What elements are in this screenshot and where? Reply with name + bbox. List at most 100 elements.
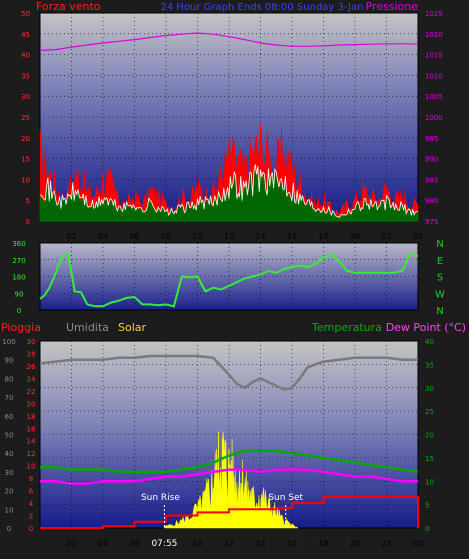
rain-y-tick: 4 (29, 500, 34, 508)
compass-label: W (435, 289, 445, 300)
humidity-y-tick: 90 (5, 357, 14, 365)
rain-y-tick: 30 (27, 338, 36, 346)
humidity-y-tick: 70 (5, 394, 14, 402)
rain-y-tick: 24 (27, 375, 36, 383)
pressure-y-tick: 1015 (425, 52, 443, 60)
pressure-y-tick: 1000 (425, 114, 443, 122)
grid-lines (40, 12, 419, 529)
temperature-y-tick: 0 (425, 525, 429, 533)
pressure-y-tick: 980 (425, 197, 438, 205)
wind-y-tick: 20 (21, 135, 30, 143)
wind-y-tick: 5 (26, 197, 30, 205)
dewpoint-line (40, 468, 418, 485)
rain-y-tick: 20 (27, 400, 36, 408)
temperature-y-tick: 20 (425, 432, 434, 440)
sunset-label: Sun Set (268, 493, 303, 503)
wind-y-tick: 45 (21, 31, 30, 39)
wind-y-tick: 40 (21, 52, 30, 60)
wind-x-tick: 18 (318, 232, 328, 241)
rain-y-tick: 18 (27, 413, 36, 421)
graph-period-title: 24 Hour Graph Ends 08:00 Sunday 3-Jan (161, 2, 364, 13)
temperature-y-tick: 5 (425, 502, 429, 510)
dewpoint-label: Dew Point (°C) (386, 321, 466, 334)
temperature-y-tick: 10 (425, 478, 434, 486)
weather-x-tick: 06 (129, 539, 139, 548)
rain-y-tick: 28 (27, 350, 36, 358)
direction-y-tick: 180 (12, 274, 25, 282)
weather-series (39, 354, 419, 529)
weather-x-tick: 16 (287, 539, 297, 548)
pressure-y-tick: 985 (425, 176, 438, 184)
rain-y-tick: 8 (29, 475, 33, 483)
humidity-y-tick: 40 (5, 450, 14, 458)
wind-y-tick: 15 (21, 156, 30, 164)
pressure-y-tick: 995 (425, 135, 438, 143)
direction-panel-bg (39, 242, 419, 311)
weather-x-tick: 14 (255, 539, 265, 548)
temperature-label: Temperatura (311, 321, 382, 334)
humidity-y-tick: 100 (2, 338, 15, 346)
compass-label: N (436, 306, 443, 317)
wind-avg-line (39, 164, 419, 219)
compass-label: E (437, 256, 443, 267)
wind-x-tick: 10 (192, 232, 202, 241)
humidity-y-tick: 30 (5, 469, 14, 477)
compass-label: N (436, 239, 443, 250)
weather-x-tick: 04 (98, 539, 108, 548)
wind-y-tick: 10 (21, 176, 30, 184)
rain-y-tick: 6 (29, 488, 34, 496)
direction-y-tick: 360 (12, 240, 25, 248)
rain-y-tick: 10 (27, 463, 36, 471)
humidity-y-tick: 20 (5, 488, 14, 496)
weather-x-tick: 02 (66, 539, 76, 548)
compass-label: S (437, 273, 443, 284)
wind-y-tick: 50 (21, 10, 30, 18)
wind-x-tick: 16 (287, 232, 297, 241)
temperature-y-tick: 35 (425, 361, 434, 369)
wind-y-tick: 30 (21, 93, 30, 101)
pressure-y-tick: 1025 (425, 10, 443, 18)
pressure-line (39, 32, 419, 51)
weather-x-tick: 22 (381, 539, 391, 548)
temperature-y-tick: 40 (425, 338, 434, 346)
wind-gust-area (39, 123, 419, 222)
rain-y-tick: 22 (27, 388, 36, 396)
wind-y-tick: 35 (21, 72, 30, 80)
solar-label: Solar (118, 321, 147, 334)
rain-y-tick: 2 (29, 513, 33, 521)
rain-y-tick: 12 (27, 450, 36, 458)
humidity-y-tick: 60 (5, 413, 14, 421)
pressure-y-tick: 1005 (425, 93, 443, 101)
temperature-y-tick: 15 (425, 455, 434, 463)
humidity-y-tick: 50 (5, 432, 14, 440)
weather-x-tick: 12 (224, 539, 234, 548)
rain-y-tick: 0 (29, 525, 33, 533)
wind-direction-line (39, 252, 419, 308)
sunrise-time: 07:55 (151, 539, 177, 549)
rain-line (40, 495, 419, 529)
direction-series (39, 252, 419, 308)
rain-y-tick: 14 (27, 438, 36, 446)
pressure-y-tick: 1010 (425, 72, 443, 80)
wind-x-tick: 00 (413, 232, 423, 241)
humidity-y-tick: 0 (7, 525, 11, 533)
tick-labels: 0510152025303540455097598098599099510001… (2, 10, 445, 548)
pressure-y-tick: 990 (425, 156, 438, 164)
direction-y-tick: 0 (17, 307, 21, 315)
humidity-y-tick: 10 (5, 506, 14, 514)
weather-x-tick: 20 (350, 539, 360, 548)
wind-axis-title: Forza vento (36, 0, 101, 13)
wind-x-tick: 14 (255, 232, 265, 241)
wind-x-tick: 12 (224, 232, 234, 241)
rain-y-tick: 26 (27, 363, 36, 371)
wind-x-tick: 04 (98, 232, 108, 241)
temperature-line (40, 449, 419, 474)
weather-x-tick: 10 (192, 539, 202, 548)
wind-x-tick: 20 (350, 232, 360, 241)
wind-y-tick: 25 (21, 114, 30, 122)
pressure-axis-title: Pressione (366, 0, 419, 13)
pressure-y-tick: 1020 (425, 31, 443, 39)
temperature-y-tick: 30 (425, 385, 434, 393)
